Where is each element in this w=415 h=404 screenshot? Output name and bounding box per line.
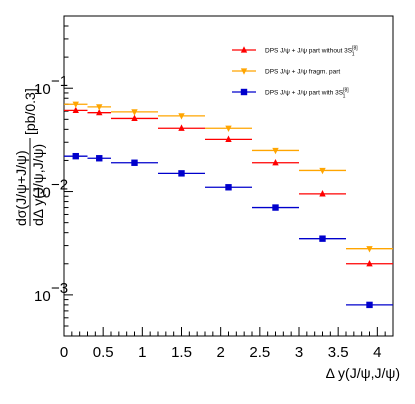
- series-3: [64, 152, 393, 309]
- data-point: [225, 135, 232, 142]
- legend-entry: DPS J/ψ + J/ψ fragm. part: [232, 68, 340, 76]
- data-point: [131, 114, 138, 122]
- y-tick-label-base: 10: [34, 185, 51, 202]
- data-point: [72, 101, 79, 109]
- legend-label-superscript: [8]: [352, 46, 358, 52]
- series-1: [64, 106, 393, 267]
- y-tick-label-base: 10: [34, 288, 51, 305]
- legend-marker: [240, 46, 248, 53]
- legend-label-superscript: [8]: [343, 88, 349, 94]
- y-tick-label: 10 −1: [34, 73, 68, 98]
- data-point: [225, 184, 232, 191]
- x-tick-label: 3.5: [328, 344, 349, 361]
- plot-frame: [63, 15, 394, 337]
- legend-label: DPS J/ψ + J/ψ part with 3S[8] 1: [265, 88, 349, 100]
- x-tick-label: 2.5: [249, 344, 270, 361]
- data-point: [366, 259, 373, 267]
- legend-entry: DPS J/ψ + J/ψ part without 3S[8] 1: [232, 46, 358, 58]
- data-point: [319, 167, 326, 175]
- data-point: [319, 235, 326, 242]
- data-point: [178, 113, 185, 120]
- data-point: [178, 124, 185, 131]
- legend-label-subscript: 1: [343, 94, 346, 100]
- data-point: [366, 246, 373, 253]
- series-2: [64, 101, 393, 253]
- data-point: [366, 301, 373, 309]
- legend-marker: [240, 88, 248, 96]
- data-point: [96, 155, 103, 162]
- x-tick-label: 4: [373, 344, 381, 361]
- data-point: [131, 159, 138, 166]
- y-axis-label: dσ(J/ψ+J/ψ) dΔ y(J/ψ,J/ψ) [pb/0.3]: [13, 88, 46, 226]
- legend-label: DPS J/ψ + J/ψ fragm. part: [265, 69, 340, 76]
- legend: DPS J/ψ + J/ψ part without 3S[8] 1 DPS J/ψ…: [232, 46, 358, 100]
- data-point: [272, 158, 279, 166]
- data-point: [225, 125, 232, 133]
- legend-label-subscript: 1: [352, 52, 355, 58]
- x-tick-label: 1: [138, 344, 146, 361]
- legend-marker: [240, 68, 248, 75]
- plot-area-border: [63, 15, 394, 337]
- data-point: [131, 109, 138, 116]
- data-point: [178, 170, 185, 177]
- x-axis-label: Δ y(J/ψ,J/ψ): [326, 365, 400, 381]
- y-tick-label: 10 −2: [34, 177, 68, 202]
- axis-ticks: [63, 15, 394, 337]
- data-point: [72, 106, 79, 114]
- legend-entry: DPS J/ψ + J/ψ part with 3S[8] 1: [232, 88, 349, 100]
- data-point: [72, 152, 79, 160]
- data-point: [272, 204, 279, 211]
- y-axis-label-numerator: dσ(J/ψ+J/ψ): [13, 150, 29, 226]
- data-series: [64, 101, 393, 309]
- y-tick-label: 10 −3: [34, 280, 68, 305]
- data-point: [96, 104, 103, 111]
- legend-label: DPS J/ψ + J/ψ part without 3S[8] 1: [265, 46, 358, 58]
- y-tick-label-exponent: −3: [51, 280, 68, 297]
- x-tick-label: 3: [295, 344, 303, 361]
- y-axis-label-denominator: dΔ y(J/ψ,J/ψ): [30, 144, 46, 226]
- y-tick-label-base: 10: [34, 81, 51, 98]
- y-axis-label-unit: [pb/0.3]: [22, 88, 38, 135]
- data-point: [272, 147, 279, 155]
- x-tick-label: 0.5: [93, 344, 114, 361]
- y-tick-label-exponent: −2: [51, 177, 68, 194]
- y-tick-label-exponent: −1: [51, 73, 68, 90]
- data-point: [319, 190, 326, 197]
- x-tick-label: 2: [216, 344, 224, 361]
- x-tick-label: 1.5: [171, 344, 192, 361]
- data-point: [96, 108, 103, 116]
- axis-tick-labels: 0 0.5 1 1.5 2 2.5 3 3.5 410−310−210−1: [34, 73, 382, 361]
- x-tick-label: 0: [60, 344, 68, 361]
